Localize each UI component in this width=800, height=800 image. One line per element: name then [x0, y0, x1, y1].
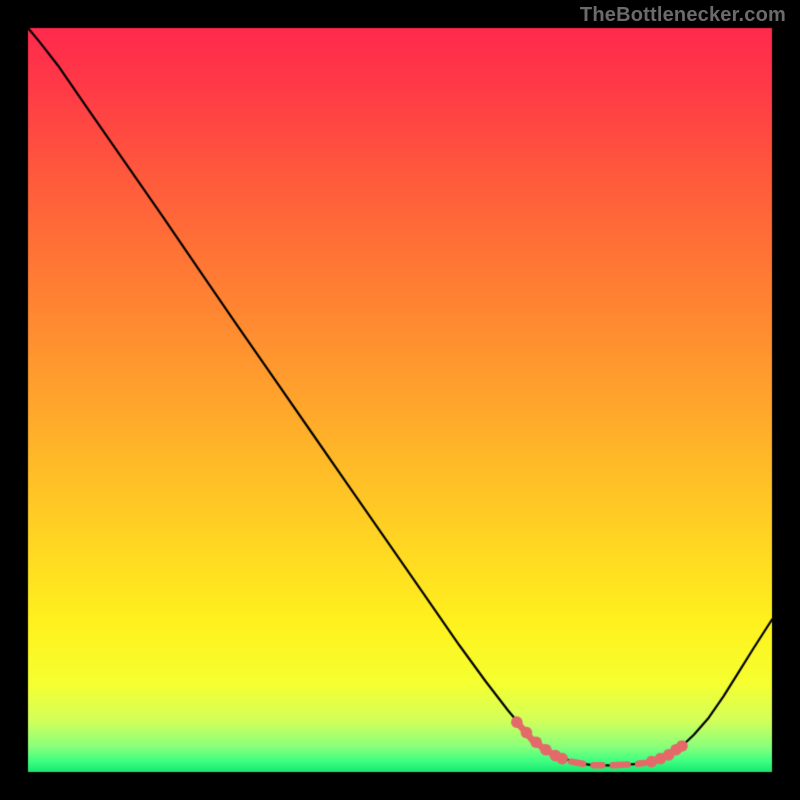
- bottleneck-chart-canvas: [0, 0, 800, 800]
- chart-stage: TheBottlenecker.com: [0, 0, 800, 800]
